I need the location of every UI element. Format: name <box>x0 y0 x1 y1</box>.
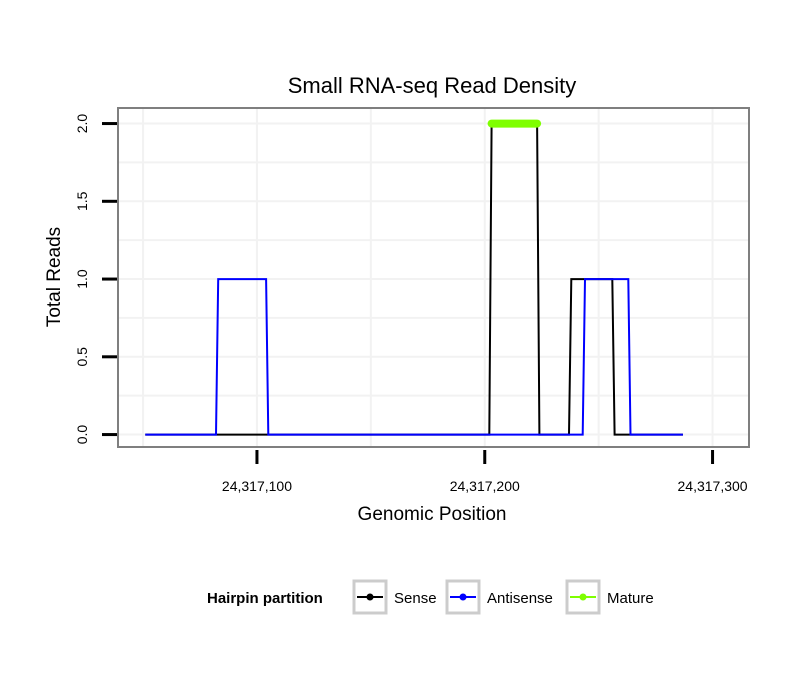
legend-label: Sense <box>394 590 437 607</box>
y-tick-label: 0.0 <box>74 425 90 445</box>
x-tick-label: 24,317,200 <box>450 478 520 494</box>
legend: Hairpin partition Sense Antisense Mature <box>207 579 654 615</box>
legend-key-dot <box>579 593 587 601</box>
x-tick-label: 24,317,100 <box>222 478 292 494</box>
data-series <box>145 119 683 436</box>
legend-key-dot <box>366 593 374 601</box>
legend-key-dot <box>459 593 467 601</box>
legend-entry-mature: Mature <box>565 579 654 615</box>
y-tick-label: 2.0 <box>74 114 90 134</box>
legend-entry-antisense: Antisense <box>445 579 553 615</box>
y-tick-label: 1.5 <box>74 191 90 211</box>
legend-entry-sense: Sense <box>352 579 437 615</box>
legend-title: Hairpin partition <box>207 590 323 607</box>
y-tick-label: 0.5 <box>74 347 90 367</box>
x-tick-label: 24,317,300 <box>678 478 748 494</box>
plot-panel <box>117 107 750 448</box>
legend-entries: Sense Antisense Mature <box>352 579 654 615</box>
x-axis-title: Genomic Position <box>358 504 507 525</box>
axes: 24,317,100 24,317,200 24,317,300 0.0 0.5 1.0 1… <box>74 114 748 494</box>
y-tick-label: 1.0 <box>74 269 90 289</box>
series-line-antisense <box>145 278 683 436</box>
legend-label: Antisense <box>487 590 553 607</box>
chart-title: Small RNA-seq Read Density <box>288 73 577 98</box>
y-axis-title: Total Reads <box>44 227 65 327</box>
legend-label: Mature <box>607 590 654 607</box>
